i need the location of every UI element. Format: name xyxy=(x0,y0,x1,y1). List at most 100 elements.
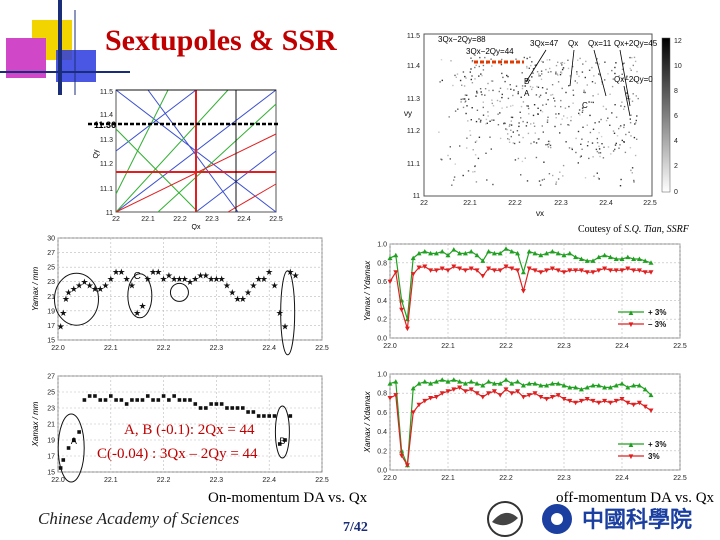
fma-point xyxy=(603,146,605,148)
x-tick-label: 22.5 xyxy=(315,345,329,352)
fma-point xyxy=(522,136,524,139)
fma-point xyxy=(508,138,510,141)
data-point xyxy=(404,463,410,468)
fma-point xyxy=(601,83,603,85)
data-point xyxy=(497,268,503,273)
data-point: ★ xyxy=(133,308,141,318)
courtesy-note: Coutesy of S.Q. Tian, SSRF xyxy=(578,224,689,235)
colorbar-tick: 10 xyxy=(674,63,682,70)
data-point xyxy=(462,250,468,256)
fma-point xyxy=(524,85,526,87)
highlight-ellipse xyxy=(274,405,290,459)
data-point xyxy=(491,250,497,256)
data-point xyxy=(584,396,590,402)
fma-point xyxy=(510,116,513,118)
fma-point xyxy=(571,147,573,149)
fma-point xyxy=(482,69,485,71)
fma-point xyxy=(497,124,500,126)
y-axis-label: Yamax / mm xyxy=(31,267,40,312)
fma-point xyxy=(464,101,466,103)
data-point xyxy=(422,379,428,384)
fma-point xyxy=(536,71,539,73)
data-point xyxy=(491,268,497,273)
cas-chinese-name: 中國科學院 xyxy=(582,507,692,532)
fma-point xyxy=(589,131,592,134)
fma-point xyxy=(471,60,474,63)
fma-point xyxy=(624,151,627,154)
data-point xyxy=(526,266,532,271)
data-point xyxy=(439,391,445,396)
data-point xyxy=(433,395,439,400)
fma-point xyxy=(550,146,552,149)
data-point xyxy=(497,250,503,256)
legend-marker: ▼ xyxy=(627,320,635,329)
fma-point xyxy=(487,82,489,85)
fma-point xyxy=(568,105,570,108)
data-point xyxy=(607,384,613,390)
data-point xyxy=(619,381,625,386)
fma-point xyxy=(623,141,625,143)
fma-point xyxy=(558,113,560,115)
fma-point xyxy=(511,116,514,119)
fma-point xyxy=(447,154,449,157)
logo-swirl xyxy=(492,512,518,526)
fma-point xyxy=(489,136,491,138)
fma-point xyxy=(481,74,483,77)
fma-point xyxy=(518,122,520,124)
y-tick-label: 30 xyxy=(47,236,55,243)
data-point xyxy=(631,268,637,273)
fma-point xyxy=(559,171,561,173)
data-point xyxy=(636,400,642,406)
data-point: ★ xyxy=(123,274,131,284)
fma-point xyxy=(501,93,503,96)
data-point xyxy=(404,326,410,332)
data-point xyxy=(283,438,287,442)
data-point: ★ xyxy=(170,274,178,284)
data-point xyxy=(267,414,271,418)
fma-point xyxy=(568,124,570,126)
fma-point xyxy=(623,62,625,64)
data-point xyxy=(428,268,434,273)
fma-point xyxy=(604,79,606,81)
fma-point xyxy=(507,75,509,78)
fma-label: A xyxy=(524,89,530,98)
data-point xyxy=(416,402,422,408)
series-line xyxy=(389,247,652,320)
fma-point xyxy=(526,57,528,60)
fma-point xyxy=(613,132,616,134)
fma-point xyxy=(452,84,454,87)
fma-point xyxy=(467,120,469,122)
fma-point xyxy=(504,122,506,125)
fma-point xyxy=(490,58,492,60)
fma-point xyxy=(501,96,503,99)
fma-point xyxy=(466,105,468,107)
fma-point xyxy=(635,122,637,124)
fma-point xyxy=(534,64,536,66)
fma-point xyxy=(596,62,598,64)
fma-point xyxy=(519,111,521,113)
fma-point xyxy=(629,67,631,70)
data-point xyxy=(596,254,602,260)
fma-point xyxy=(615,62,617,64)
fma-point xyxy=(530,64,532,67)
fma-point xyxy=(449,146,451,148)
fma-point xyxy=(476,109,479,111)
fma-point xyxy=(572,94,575,96)
y-tick-label: 17 xyxy=(47,323,55,330)
fma-xlabel: νx xyxy=(536,209,544,218)
fma-point xyxy=(471,82,474,84)
data-point xyxy=(509,249,515,254)
fma-point xyxy=(572,89,574,91)
fma-point xyxy=(462,98,464,100)
resonance-diagram: 11.36 22 22.1 22.2 22.3 22.4 22.5 11 11.… xyxy=(88,89,283,230)
fma-point xyxy=(518,141,521,143)
fma-point xyxy=(515,85,518,87)
data-point xyxy=(457,385,463,390)
fma-point xyxy=(531,61,533,63)
fma-point xyxy=(480,73,482,75)
caption-off-momentum: off-momentum DA vs. Qx xyxy=(556,490,715,506)
fma-point xyxy=(507,133,509,135)
y-tick-label: 11.4 xyxy=(407,63,420,70)
fma-point xyxy=(537,86,540,88)
fma-colorbar-ticks: 0 2 4 6 8 10 12 xyxy=(674,38,682,196)
